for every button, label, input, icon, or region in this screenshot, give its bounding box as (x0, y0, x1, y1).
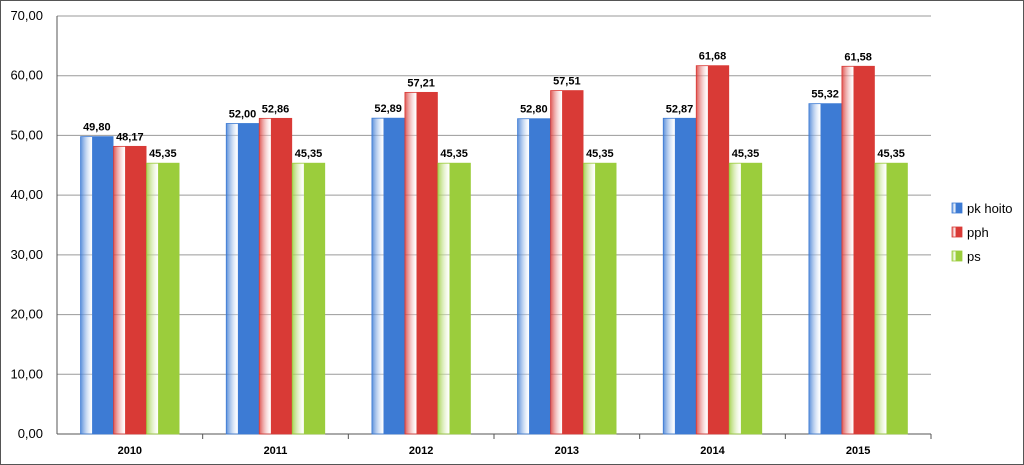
y-tick-label: 10,00 (10, 366, 43, 381)
x-tick-label: 2010 (118, 445, 142, 457)
legend-entry-label: pph (967, 225, 989, 240)
x-tick-label: 2015 (846, 445, 870, 457)
data-label: 45,35 (732, 148, 760, 160)
bar (371, 117, 405, 435)
data-label: 52,86 (262, 103, 290, 115)
bar (695, 65, 730, 435)
axes: 0,00 10,00 20,00 30,00 40,00 50,00 60,00 70,00 2… (10, 8, 932, 457)
legend-entry-label: pk hoito (967, 201, 1013, 216)
bar (291, 162, 326, 435)
x-tick-label: 2012 (409, 445, 433, 457)
data-label: 55,32 (811, 89, 839, 101)
legend: pk hoito pph ps (951, 201, 1013, 264)
data-label: 45,35 (440, 148, 468, 160)
bar (841, 65, 875, 435)
bar (404, 91, 438, 435)
legend-swatch (951, 226, 963, 238)
bar (113, 145, 147, 435)
y-tick-label: 50,00 (10, 127, 43, 142)
bar (517, 118, 551, 435)
bar (874, 162, 908, 435)
data-label: 57,51 (553, 76, 581, 88)
data-label: 61,68 (699, 51, 727, 63)
y-tick-label: 0,00 (18, 426, 43, 441)
y-tick-label: 30,00 (10, 247, 43, 262)
bar (146, 162, 180, 435)
data-label: 45,35 (877, 148, 905, 160)
x-tick-label: 2011 (264, 445, 288, 457)
data-label: 45,35 (149, 148, 177, 160)
data-label: 52,80 (520, 104, 548, 116)
bar (583, 162, 617, 435)
bar (80, 136, 114, 435)
gridlines (57, 15, 931, 435)
data-label: 57,21 (407, 77, 435, 89)
data-labels: 49,80 48,17 45,35 52,00 52,86 45,35 52,89 57,21… (83, 51, 905, 161)
bar (550, 90, 584, 435)
x-tick-label: 2013 (555, 445, 579, 457)
y-tick-label: 40,00 (10, 187, 43, 202)
bars (80, 65, 908, 435)
data-label: 52,87 (666, 103, 694, 115)
x-tick-label: 2014 (700, 445, 725, 457)
data-label: 52,00 (229, 108, 257, 120)
y-tick-label: 60,00 (10, 68, 43, 83)
data-label: 48,17 (116, 131, 144, 143)
data-label: 45,35 (586, 148, 614, 160)
data-label: 61,58 (844, 51, 872, 63)
bar (258, 117, 293, 435)
bar (728, 162, 763, 435)
bar (225, 123, 260, 435)
y-tick-label: 70,00 (10, 8, 43, 23)
y-tick-label: 20,00 (10, 307, 43, 322)
data-label: 52,89 (374, 103, 402, 115)
legend-swatch (951, 250, 963, 262)
bar (437, 162, 471, 435)
legend-entry-label: ps (967, 249, 981, 264)
data-label: 45,35 (295, 148, 323, 160)
data-label: 49,80 (83, 122, 111, 134)
legend-swatch (951, 202, 963, 214)
bar (808, 103, 842, 435)
bar (662, 117, 697, 435)
